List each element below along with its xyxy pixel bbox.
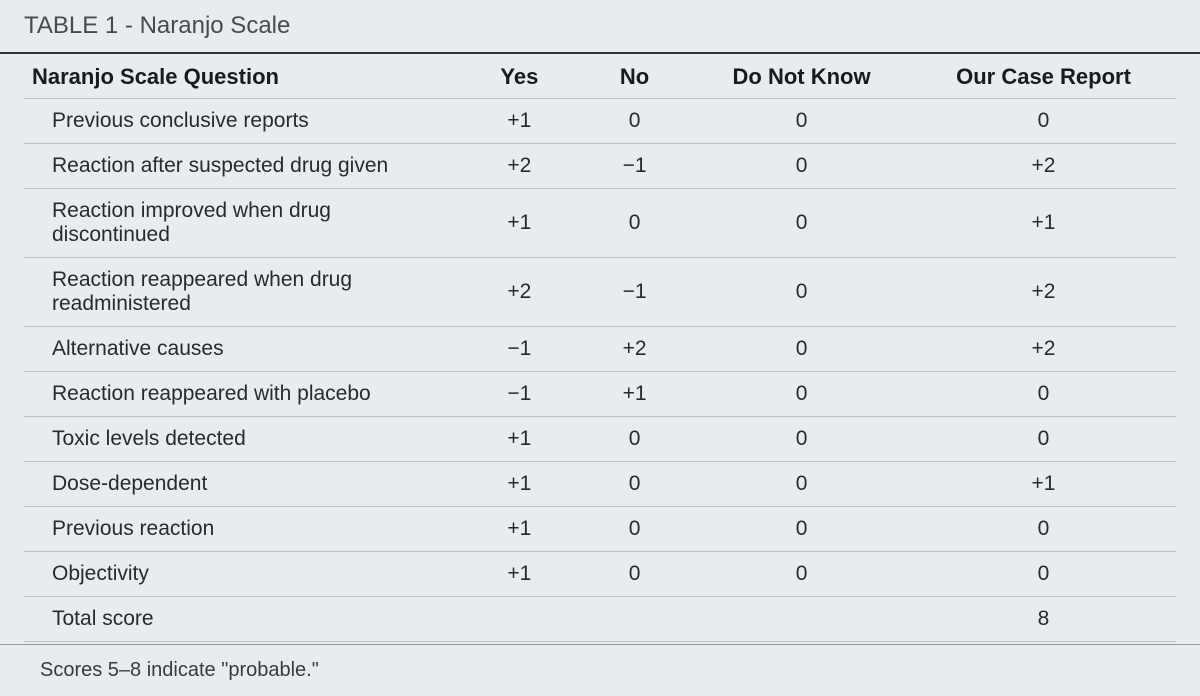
cell-dnk: 0 — [692, 552, 911, 597]
cell-report: 0 — [911, 99, 1176, 144]
cell-no: 0 — [577, 417, 692, 462]
cell-dnk: 0 — [692, 99, 911, 144]
cell-no: +1 — [577, 372, 692, 417]
table-row: Objectivity +1 0 0 0 — [24, 552, 1176, 597]
cell-yes: +1 — [462, 507, 577, 552]
table-row: Dose-dependent +1 0 0 +1 — [24, 462, 1176, 507]
table-footnote: Scores 5–8 indicate "probable." — [0, 644, 1200, 696]
table-wrapper: Naranjo Scale Question Yes No Do Not Kno… — [0, 54, 1200, 642]
cell-report: 8 — [911, 597, 1176, 642]
cell-question: Dose-dependent — [24, 462, 462, 507]
cell-report: +1 — [911, 462, 1176, 507]
cell-dnk: 0 — [692, 258, 911, 327]
cell-report: +2 — [911, 327, 1176, 372]
table-row-total: Total score 8 — [24, 597, 1176, 642]
table-row: Toxic levels detected +1 0 0 0 — [24, 417, 1176, 462]
cell-question: Total score — [24, 597, 462, 642]
cell-dnk — [692, 597, 911, 642]
table-row: Previous reaction +1 0 0 0 — [24, 507, 1176, 552]
cell-report: +2 — [911, 258, 1176, 327]
cell-yes: −1 — [462, 327, 577, 372]
cell-report: +1 — [911, 189, 1176, 258]
cell-yes — [462, 597, 577, 642]
cell-dnk: 0 — [692, 462, 911, 507]
cell-report: +2 — [911, 144, 1176, 189]
cell-question: Reaction reappeared with placebo — [24, 372, 462, 417]
cell-no: 0 — [577, 99, 692, 144]
cell-question: Reaction after suspected drug given — [24, 144, 462, 189]
cell-no: 0 — [577, 462, 692, 507]
cell-dnk: 0 — [692, 189, 911, 258]
col-header-question: Naranjo Scale Question — [24, 54, 462, 99]
cell-yes: +1 — [462, 189, 577, 258]
cell-no: −1 — [577, 258, 692, 327]
cell-report: 0 — [911, 372, 1176, 417]
cell-dnk: 0 — [692, 327, 911, 372]
naranjo-table-container: TABLE 1 - Naranjo Scale Naranjo Scale Qu… — [0, 0, 1200, 696]
cell-no: 0 — [577, 507, 692, 552]
table-title: TABLE 1 - Naranjo Scale — [0, 0, 1200, 54]
table-row: Reaction after suspected drug given +2 −… — [24, 144, 1176, 189]
cell-no: +2 — [577, 327, 692, 372]
cell-yes: −1 — [462, 372, 577, 417]
table-body: Previous conclusive reports +1 0 0 0 Rea… — [24, 99, 1176, 642]
cell-question: Reaction improved when drug discontinued — [24, 189, 462, 258]
cell-report: 0 — [911, 507, 1176, 552]
cell-report: 0 — [911, 552, 1176, 597]
cell-question: Reaction reappeared when drug readminist… — [24, 258, 462, 327]
table-row: Reaction reappeared when drug readminist… — [24, 258, 1176, 327]
cell-dnk: 0 — [692, 507, 911, 552]
cell-yes: +1 — [462, 462, 577, 507]
col-header-report: Our Case Report — [911, 54, 1176, 99]
cell-yes: +1 — [462, 552, 577, 597]
naranjo-table: Naranjo Scale Question Yes No Do Not Kno… — [24, 54, 1176, 642]
cell-question: Previous conclusive reports — [24, 99, 462, 144]
cell-dnk: 0 — [692, 417, 911, 462]
cell-question: Toxic levels detected — [24, 417, 462, 462]
table-row: Reaction improved when drug discontinued… — [24, 189, 1176, 258]
cell-question: Alternative causes — [24, 327, 462, 372]
cell-dnk: 0 — [692, 144, 911, 189]
table-row: Alternative causes −1 +2 0 +2 — [24, 327, 1176, 372]
col-header-no: No — [577, 54, 692, 99]
col-header-dnk: Do Not Know — [692, 54, 911, 99]
cell-no: 0 — [577, 189, 692, 258]
cell-yes: +1 — [462, 417, 577, 462]
cell-report: 0 — [911, 417, 1176, 462]
table-header-row: Naranjo Scale Question Yes No Do Not Kno… — [24, 54, 1176, 99]
cell-yes: +2 — [462, 144, 577, 189]
table-row: Previous conclusive reports +1 0 0 0 — [24, 99, 1176, 144]
cell-dnk: 0 — [692, 372, 911, 417]
col-header-yes: Yes — [462, 54, 577, 99]
cell-question: Objectivity — [24, 552, 462, 597]
cell-no: 0 — [577, 552, 692, 597]
table-row: Reaction reappeared with placebo −1 +1 0… — [24, 372, 1176, 417]
cell-no — [577, 597, 692, 642]
cell-no: −1 — [577, 144, 692, 189]
cell-question: Previous reaction — [24, 507, 462, 552]
cell-yes: +2 — [462, 258, 577, 327]
cell-yes: +1 — [462, 99, 577, 144]
